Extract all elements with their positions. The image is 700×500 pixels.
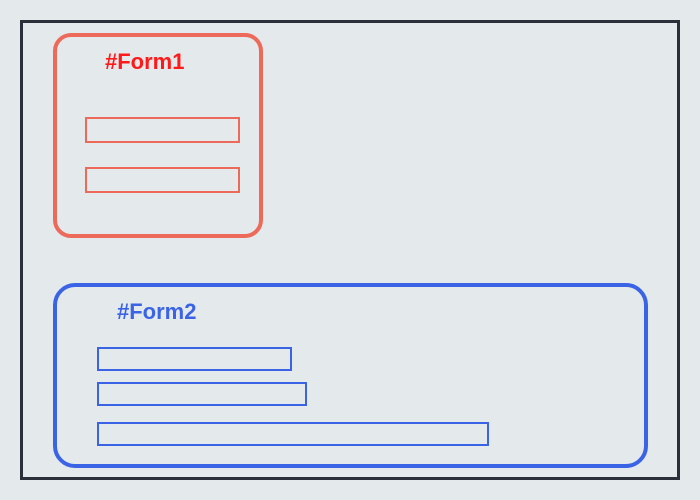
form2-title: #Form2 [117, 299, 196, 325]
form2-input[interactable] [97, 382, 307, 406]
form1-input[interactable] [85, 167, 240, 193]
form2-input[interactable] [97, 347, 292, 371]
page-frame: #Form1 #Form2 [20, 20, 680, 480]
form1-container: #Form1 [53, 33, 263, 238]
form1-title: #Form1 [105, 49, 184, 75]
form1-input[interactable] [85, 117, 240, 143]
form2-container: #Form2 [53, 283, 648, 468]
form2-input[interactable] [97, 422, 489, 446]
